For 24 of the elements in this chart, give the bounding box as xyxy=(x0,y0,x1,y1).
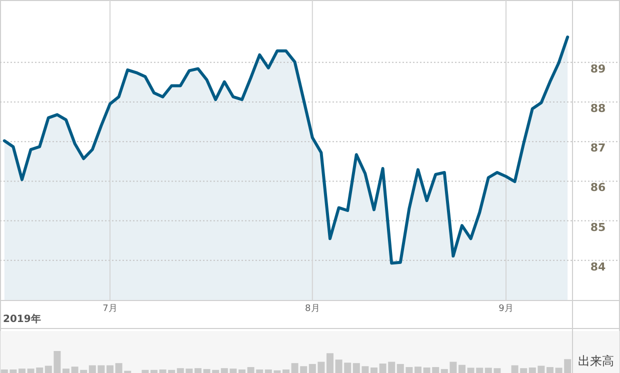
bar xyxy=(62,368,70,373)
y-tick-label: 84 xyxy=(590,260,606,274)
bar xyxy=(326,353,334,373)
bar xyxy=(282,369,290,373)
bar xyxy=(106,365,114,373)
y-tick-label: 89 xyxy=(590,62,606,76)
bar xyxy=(238,369,246,373)
y-axis-title: 出来高 xyxy=(578,354,614,368)
bar xyxy=(370,368,378,373)
bar xyxy=(458,364,466,373)
bar xyxy=(18,368,26,373)
y-tick-label: 88 xyxy=(590,102,606,115)
x-tick-label: 9月 xyxy=(498,304,514,314)
x-axis-title: 2019年 xyxy=(3,313,41,325)
x-tick-label: 8月 xyxy=(305,304,320,314)
y-tick-label: 85 xyxy=(590,220,606,234)
bar xyxy=(414,366,422,373)
y-tick-label: 87 xyxy=(590,142,606,155)
bar xyxy=(150,370,158,373)
bar xyxy=(194,368,202,373)
bar xyxy=(142,370,149,373)
y-tick-label: 86 xyxy=(590,181,606,194)
bar xyxy=(546,367,554,373)
x-tick-label: 7月 xyxy=(102,304,118,314)
